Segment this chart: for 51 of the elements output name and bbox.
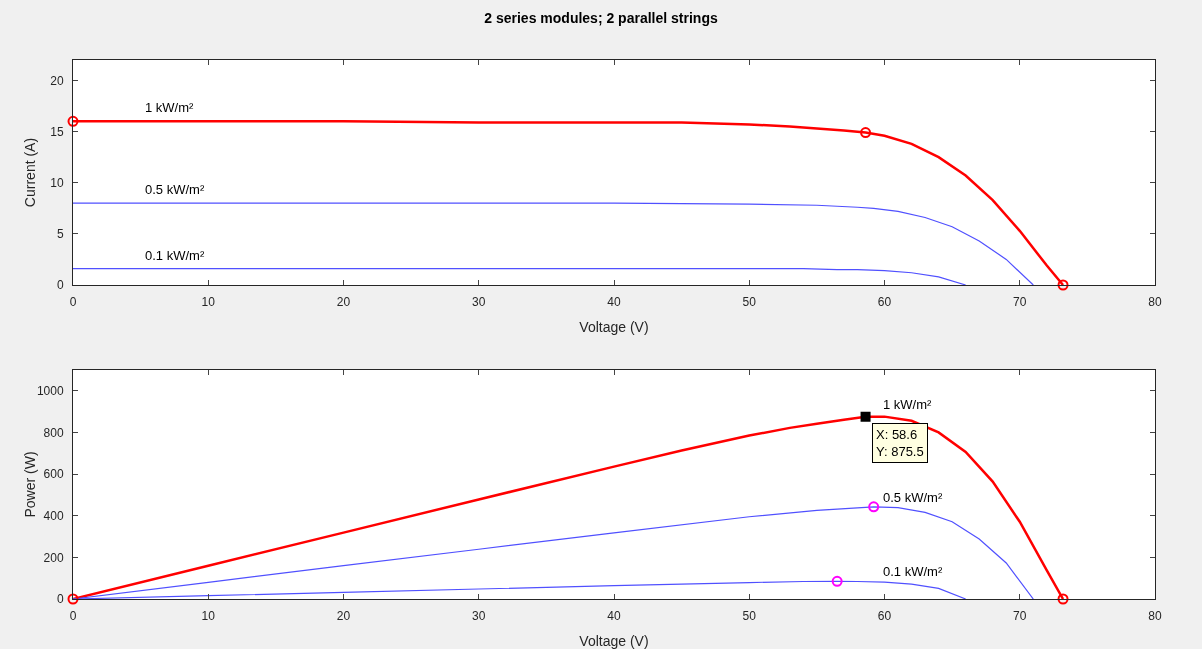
point xyxy=(860,127,872,139)
x-tick-label: 0 xyxy=(69,609,77,624)
x-tick-label: 0 xyxy=(69,295,77,310)
y-tick-label: 600 xyxy=(43,467,64,482)
x-tick-label: 40 xyxy=(607,609,621,624)
point xyxy=(860,411,871,422)
point xyxy=(67,115,79,127)
x-axis-title: Voltage (V) xyxy=(579,633,649,649)
x-tick-label: 30 xyxy=(472,295,486,310)
y-axis-title: Power (W) xyxy=(22,451,38,518)
x-tick-label: 50 xyxy=(742,609,757,624)
line-series xyxy=(73,202,1034,285)
chart-title: 2 series modules; 2 parallel strings xyxy=(484,10,718,27)
x-tick-label: 50 xyxy=(742,295,757,310)
annotation: 1 kW/m² xyxy=(883,397,933,412)
y-tick-label: 15 xyxy=(50,124,64,139)
x-tick-label: 80 xyxy=(1148,295,1162,310)
x-tick-label: 40 xyxy=(607,295,621,310)
y-axis-title: Current (A) xyxy=(22,137,38,208)
y-tick-label: 10 xyxy=(50,175,64,190)
x-tick-label: 80 xyxy=(1148,609,1162,624)
x-tick-label: 10 xyxy=(201,295,216,310)
y-tick-label: 0 xyxy=(56,278,64,293)
x-tick-label: 20 xyxy=(336,609,351,624)
x-tick-label: 60 xyxy=(877,609,892,624)
x-tick-label: 20 xyxy=(336,295,351,310)
y-tick-label: 400 xyxy=(43,508,64,523)
point xyxy=(868,501,880,513)
x-axis-title: Voltage (V) xyxy=(579,319,649,335)
point xyxy=(831,575,843,587)
x-tick-label: 70 xyxy=(1013,295,1027,310)
line-series xyxy=(73,268,967,285)
annotation: 0.5 kW/m² xyxy=(883,490,943,505)
annotation: 1 kW/m² xyxy=(145,100,195,115)
y-tick-label: 0 xyxy=(56,592,64,607)
annotation: 0.1 kW/m² xyxy=(883,564,943,579)
y-tick-label: 1000 xyxy=(36,384,64,399)
point xyxy=(1057,593,1069,605)
annotation: 0.1 kW/m² xyxy=(145,248,205,263)
y-tick-label: 800 xyxy=(43,425,64,440)
x-tick-label: 60 xyxy=(877,295,892,310)
x-tick-label: 10 xyxy=(201,609,216,624)
point xyxy=(1057,279,1069,291)
annotation: 0.5 kW/m² xyxy=(145,182,205,197)
x-tick-label: 70 xyxy=(1013,609,1027,624)
annotation: X: 58.6 Y: 875.5 xyxy=(876,427,924,459)
y-tick-label: 20 xyxy=(50,73,64,88)
x-tick-label: 30 xyxy=(472,609,486,624)
point xyxy=(67,593,79,605)
y-tick-label: 200 xyxy=(43,550,64,565)
y-tick-label: 5 xyxy=(56,227,64,242)
